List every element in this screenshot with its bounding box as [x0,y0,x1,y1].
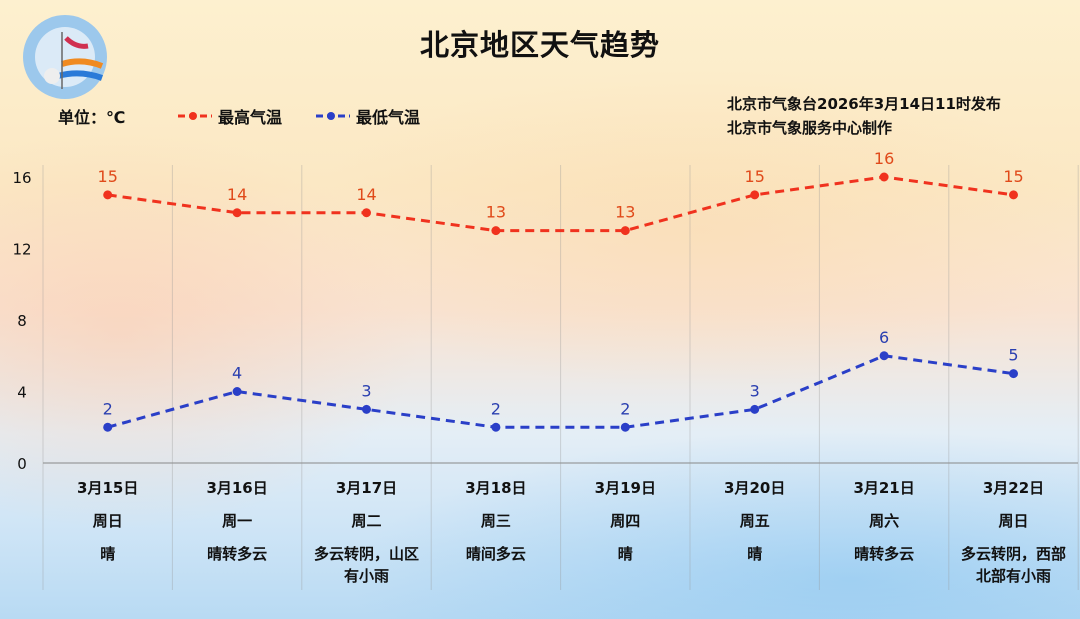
weather-label: 晴转多云 [207,545,267,563]
legend-low: 最低气温 [316,104,420,128]
weekday-label: 周一 [222,512,252,530]
data-label-high: 15 [745,167,765,186]
data-label-low: 3 [750,381,760,400]
data-label-low: 6 [879,328,889,347]
y-tick-label: 0 [17,455,27,473]
data-point-low [232,387,242,396]
data-point-high [879,172,889,182]
data-label-low: 2 [491,399,501,418]
chart-title: 北京地区天气趋势 [419,28,660,62]
weekday-label: 周六 [869,512,899,530]
y-tick-label: 8 [17,312,27,330]
data-label-high: 13 [486,203,506,222]
x-tick-label: 3月18日 [465,479,526,497]
data-point-low [491,422,501,432]
data-point-high [620,226,630,236]
x-tick-label: 3月21日 [853,479,914,497]
data-point-low [620,422,630,432]
data-point-low [1009,369,1018,379]
weekday-label: 周日 [93,512,123,530]
series-line-low [107,354,1014,429]
data-point-high [750,190,760,200]
weather-label: 晴 [618,545,633,563]
logo [23,15,107,99]
data-point-high [232,208,242,218]
x-tick-label: 3月19日 [595,479,656,497]
x-tick-label: 3月15日 [77,479,138,497]
weather-label: 北部有小雨 [976,567,1051,585]
y-tick-label: 12 [12,241,31,259]
data-label-high: 13 [615,203,635,222]
data-label-low: 5 [1008,346,1018,365]
data-label-low: 3 [361,381,371,400]
x-tick-label: 3月20日 [724,479,785,497]
x-tick-label: 3月22日 [983,479,1044,497]
weather-label: 晴 [747,545,762,563]
series-line-high [107,175,1014,233]
data-point-low [103,422,113,432]
issuer-line: 北京市气象台2026年3月14日11时发布 [727,95,1001,113]
x-tick-label: 3月17日 [336,479,397,497]
data-point-high [1009,190,1018,200]
unit-label: 单位：℃ [58,108,126,127]
y-tick-label: 16 [12,169,31,187]
legend-high: 最高气温 [178,104,282,128]
legend-high-marker [178,112,212,120]
x-tick-label: 3月16日 [206,479,267,497]
weather-label: 晴转多云 [854,545,914,563]
weekday-label: 周五 [740,512,770,530]
weekday-label: 周四 [610,512,640,530]
data-point-low [750,404,760,414]
data-point-low [879,351,889,361]
weather-label: 多云转阴，山区 [314,545,419,563]
data-point-high [103,190,113,200]
legend-low-marker [316,112,350,120]
y-tick-label: 4 [17,384,27,402]
data-label-low: 2 [620,399,630,418]
legend-low-label: 最低气温 [356,108,421,127]
weekday-label: 周三 [481,512,511,530]
weather-label: 晴间多云 [466,545,526,563]
data-label-high: 15 [98,167,118,186]
data-point-high [491,226,501,236]
data-label-high: 15 [1003,167,1023,186]
data-point-high [362,208,371,218]
data-label-high: 14 [227,185,247,204]
data-label-low: 2 [103,399,113,418]
weather-label: 多云转阴，西部 [961,545,1066,563]
producer-line: 北京市气象服务中心制作 [727,119,893,137]
data-point-low [362,404,371,414]
data-label-high: 16 [874,149,894,168]
legend-high-label: 最高气温 [218,108,283,127]
weekday-label: 周二 [351,512,381,530]
weekday-label: 周日 [998,512,1028,530]
weather-label: 晴 [100,545,115,563]
weather-label: 有小雨 [344,567,389,585]
data-label-low: 4 [232,364,242,383]
data-label-high: 14 [356,185,376,204]
